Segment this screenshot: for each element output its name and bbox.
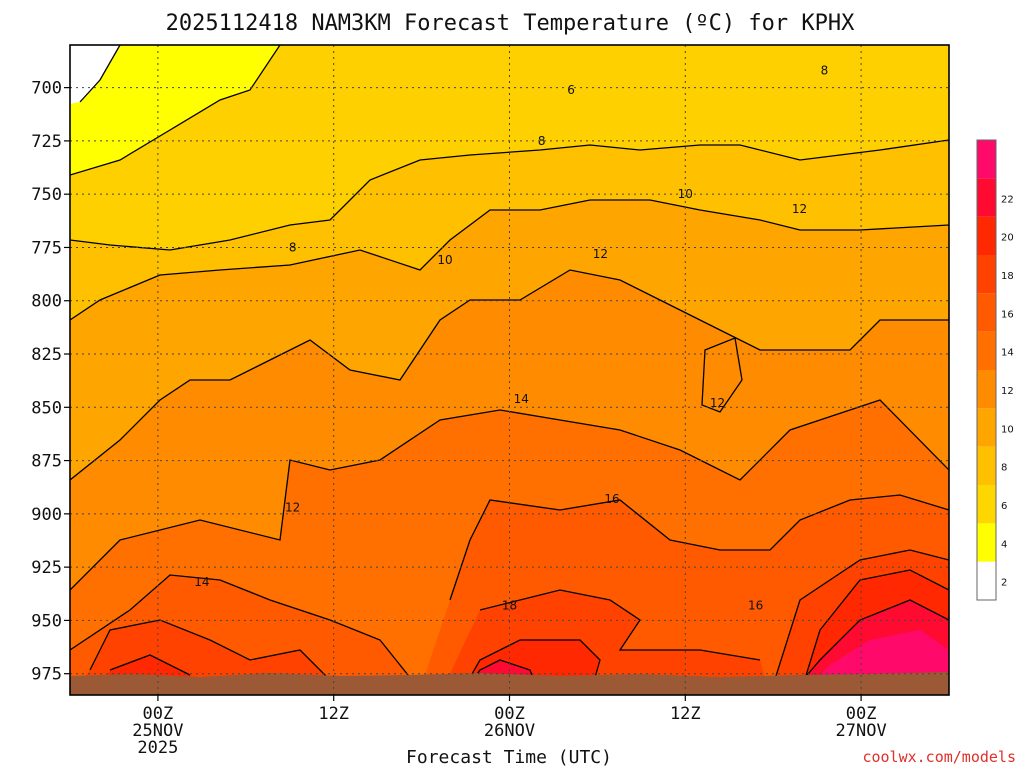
contour-12-closed xyxy=(701,337,743,413)
contour-label: 14 xyxy=(194,575,209,589)
contour-4 xyxy=(70,45,281,176)
contour-label: 10 xyxy=(678,187,693,201)
chart-title: 2025112418 NAM3KM Forecast Temperature (… xyxy=(166,11,856,36)
colorbar-tick-label: 2 xyxy=(1001,578,1007,589)
contour-12 xyxy=(70,399,949,591)
colorbar-tick-label: 4 xyxy=(1001,539,1007,550)
x-tick-label: 00Z xyxy=(494,704,525,724)
colorbar-swatch xyxy=(977,293,996,332)
colorbar-swatch xyxy=(977,216,996,255)
colorbar-swatch xyxy=(977,178,996,217)
contour-label: 16 xyxy=(748,598,763,612)
x-tick-label: 00Z xyxy=(143,704,174,724)
contour-20-right xyxy=(789,599,949,695)
y-tick-label: 725 xyxy=(31,132,62,152)
colorbar-tick-label: 14 xyxy=(1001,348,1014,359)
contour-18-right xyxy=(799,569,949,695)
x-tick-label: 25NOV xyxy=(132,721,183,741)
contour-16-left xyxy=(89,619,331,681)
y-tick-label: 975 xyxy=(31,665,62,685)
contour-16-mid xyxy=(479,589,761,661)
y-tick-label: 950 xyxy=(31,611,62,631)
y-tick-label: 775 xyxy=(31,238,62,258)
x-tick-label: 00Z xyxy=(846,704,877,724)
band-below-2 xyxy=(70,45,120,104)
colorbar-tick-label: 20 xyxy=(1001,233,1014,244)
contour-label: 6 xyxy=(567,83,575,97)
contour-8 xyxy=(70,199,949,321)
contour-10 xyxy=(70,269,949,481)
contour-16-right xyxy=(769,549,949,695)
colorbar-swatch xyxy=(977,523,996,562)
y-tick-label: 925 xyxy=(31,558,62,578)
terrain-ground xyxy=(70,672,949,695)
contour-label: 16 xyxy=(604,492,619,506)
contour-14-left xyxy=(70,574,421,691)
x-tick-label: 12Z xyxy=(318,704,349,724)
colorbar-swatch xyxy=(977,561,996,600)
credit-link[interactable]: coolwx.com/models xyxy=(862,748,1016,766)
x-axis-label: Forecast Time (UTC) xyxy=(406,747,612,768)
contour-label: 12 xyxy=(593,247,608,261)
colorbar-swatch xyxy=(977,370,996,409)
colorbar-frame xyxy=(976,139,997,601)
band-2-4 xyxy=(70,45,280,175)
colorbar-tick-label: 12 xyxy=(1001,386,1014,397)
y-tick-label: 800 xyxy=(31,292,62,312)
contour-label: 8 xyxy=(538,134,546,148)
colorbar: 2 4 6 8 10 12 14 16 18 20 22 xyxy=(976,139,1014,601)
colorbar-tick-label: 10 xyxy=(1001,424,1014,435)
contour-14-right xyxy=(449,494,949,601)
colorbar-tick-label: 18 xyxy=(1001,271,1014,282)
contour-2 xyxy=(79,45,121,103)
y-tick-label: 900 xyxy=(31,505,62,525)
y-tick-label: 825 xyxy=(31,345,62,365)
contour-18-mid xyxy=(459,639,601,695)
contour-label: 14 xyxy=(514,392,529,406)
contour-label: 12 xyxy=(792,202,807,216)
contour-label: 12 xyxy=(710,396,725,410)
y-tick-label: 750 xyxy=(31,185,62,205)
x-tick-label: 27NOV xyxy=(836,721,887,741)
y-axis-pressure-ticks: 700 725 750 775 800 825 850 875 900 925 950 975 xyxy=(31,79,70,685)
contour-label: 18 xyxy=(502,598,517,612)
colorbar-swatch xyxy=(977,255,996,294)
x-tick-label: 26NOV xyxy=(484,721,535,741)
contour-6 xyxy=(70,139,949,251)
band-14-16 xyxy=(70,495,949,695)
colorbar-swatch xyxy=(977,140,996,179)
y-tick-label: 700 xyxy=(31,79,62,99)
colorbar-tick-label: 6 xyxy=(1001,501,1007,512)
x-tick-label: 2025 xyxy=(137,738,178,758)
colorbar-swatch xyxy=(977,408,996,447)
x-tick-label: 12Z xyxy=(670,704,701,724)
contour-label: 10 xyxy=(437,253,452,267)
colorbar-tick-label: 16 xyxy=(1001,309,1014,320)
colorbar-swatch xyxy=(977,331,996,370)
contour-lines xyxy=(70,45,949,695)
colorbar-swatch xyxy=(977,485,996,524)
x-gridlines xyxy=(157,45,862,695)
colorbar-tick-label: 8 xyxy=(1001,463,1007,474)
colorbar-swatch xyxy=(977,446,996,485)
contour-label: 8 xyxy=(821,64,829,78)
y-tick-label: 850 xyxy=(31,398,62,418)
contour-label: 12 xyxy=(285,500,300,514)
y-tick-label: 875 xyxy=(31,452,62,472)
colorbar-tick-label: 22 xyxy=(1001,194,1014,205)
contour-18-left xyxy=(109,654,191,676)
